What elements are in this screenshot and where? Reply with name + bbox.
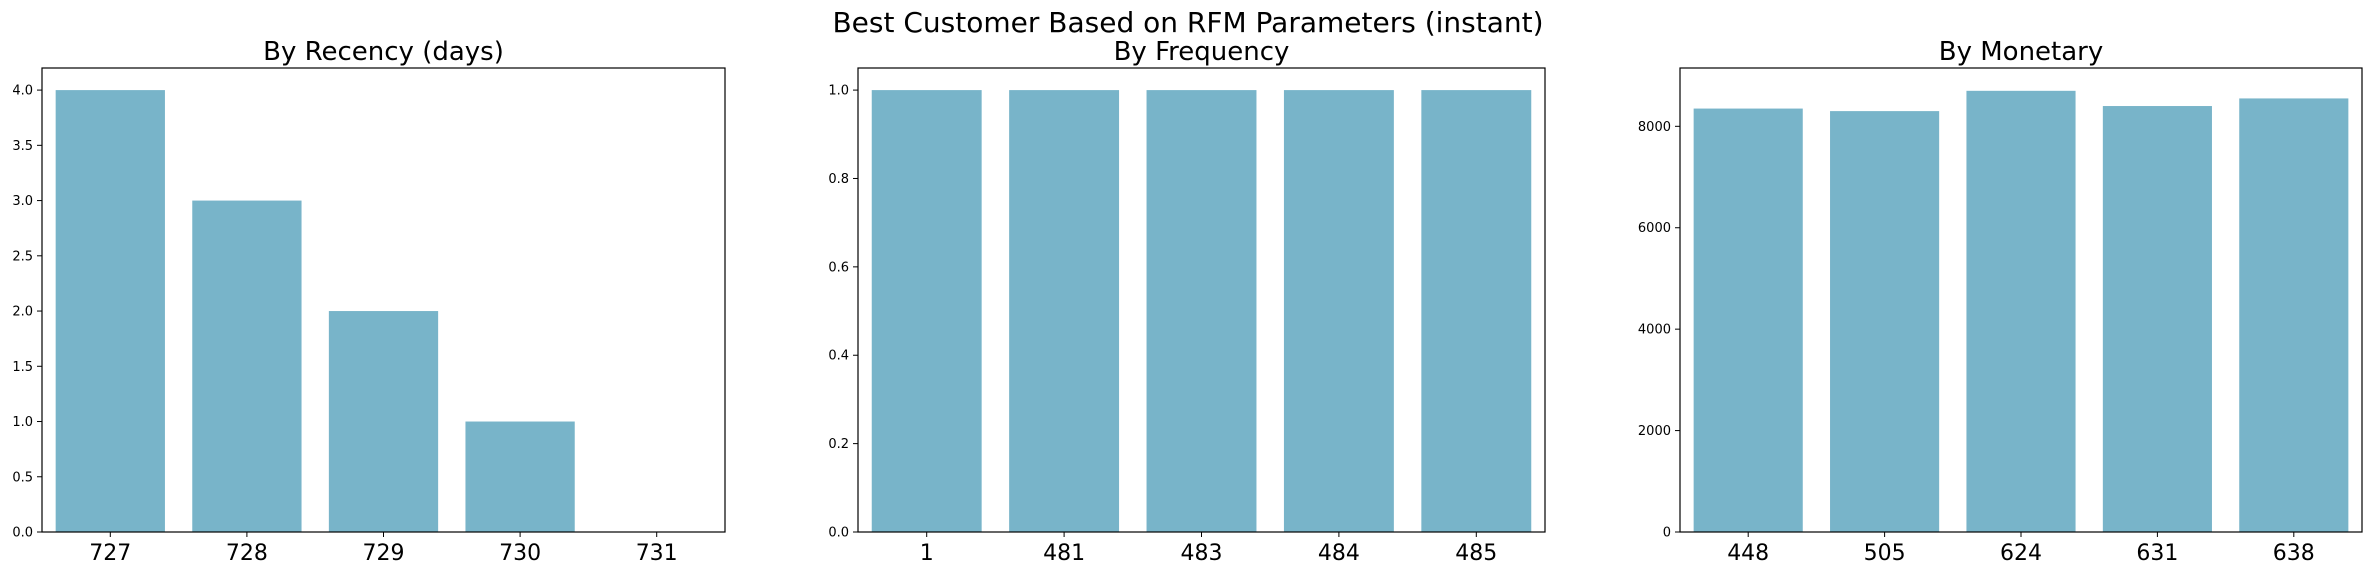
axes-frame — [41, 67, 726, 533]
bar-631 — [2102, 106, 2212, 533]
y-tick-label: 8000 — [1638, 120, 1671, 135]
x-tick-label: 481 — [1043, 541, 1085, 566]
bar-448 — [1693, 108, 1803, 533]
y-tick-label: 0.0 — [828, 526, 849, 541]
x-tick-label: 624 — [2000, 541, 2042, 566]
chart-2-title: By Frequency — [1114, 37, 1290, 67]
y-tick-label: 2.5 — [12, 249, 33, 264]
chart-panel-3: By Monetary 448 505 624 631 638 0 2000 4000 6000 8… — [1638, 37, 2363, 566]
bar-638 — [2239, 98, 2349, 532]
y-tick-label: 3.0 — [12, 194, 33, 209]
bar-624 — [1966, 90, 2076, 532]
x-tick-label: 483 — [1181, 541, 1223, 566]
chart-1-title: By Recency (days) — [263, 37, 504, 67]
y-tick-label: 6000 — [1638, 221, 1671, 236]
figure-title: Best Customer Based on RFM Parameters (i… — [832, 6, 1543, 39]
bar-730 — [465, 421, 575, 532]
chart-panel-2: By Frequency 1 481 483 484 485 0.0 0.2 0.4 0.6 0.8… — [828, 37, 1546, 566]
x-tick-label: 505 — [1864, 541, 1906, 566]
y-tick-label: 3.5 — [12, 139, 33, 154]
y-tick-label: 0.8 — [828, 172, 849, 187]
y-tick-label: 1.0 — [12, 415, 33, 430]
chart-panel-1: By Recency (days) 727 728 729 730 731 0.0 0.5 1.… — [12, 37, 726, 566]
y-tick-label: 2000 — [1638, 424, 1671, 439]
y-tick-label: 0.4 — [828, 349, 849, 364]
y-tick-label: 2.0 — [12, 305, 33, 320]
chart-3-title: By Monetary — [1939, 37, 2104, 67]
y-tick-label: 0.5 — [12, 470, 33, 485]
bar-505 — [1830, 111, 1940, 533]
axes-frame — [857, 67, 1546, 533]
y-tick-label: 0 — [1663, 526, 1671, 541]
y-tick-label: 1.5 — [12, 360, 33, 375]
y-tick-label: 0.2 — [828, 437, 849, 452]
x-tick-label: 730 — [499, 541, 541, 566]
bar-727 — [55, 90, 165, 532]
bar-1 — [871, 90, 982, 532]
x-tick-label: 485 — [1455, 541, 1497, 566]
bar-729 — [328, 311, 439, 532]
y-tick-label: 4.0 — [12, 84, 33, 99]
chart-panels: By Recency (days) 727 728 729 730 731 0.0 0.5 1.… — [12, 37, 2363, 566]
axes-frame — [1679, 67, 2363, 533]
y-tick-label: 1.0 — [828, 84, 849, 99]
x-tick-label: 448 — [1727, 541, 1769, 566]
x-tick-label: 638 — [2273, 541, 2315, 566]
y-tick-label: 0.0 — [12, 526, 33, 541]
x-tick-label: 729 — [363, 541, 405, 566]
bar-485 — [1421, 90, 1532, 532]
x-tick-label: 731 — [636, 541, 678, 566]
x-tick-label: 727 — [89, 541, 131, 566]
bar-728 — [192, 200, 302, 533]
y-tick-label: 4000 — [1638, 323, 1671, 338]
x-tick-label: 484 — [1318, 541, 1360, 566]
bar-483 — [1146, 90, 1257, 532]
y-tick-label: 0.6 — [828, 260, 849, 275]
x-tick-label: 728 — [226, 541, 268, 566]
bar-484 — [1283, 90, 1394, 532]
x-tick-label: 1 — [920, 541, 934, 566]
bar-481 — [1009, 90, 1120, 532]
x-tick-label: 631 — [2136, 541, 2178, 566]
